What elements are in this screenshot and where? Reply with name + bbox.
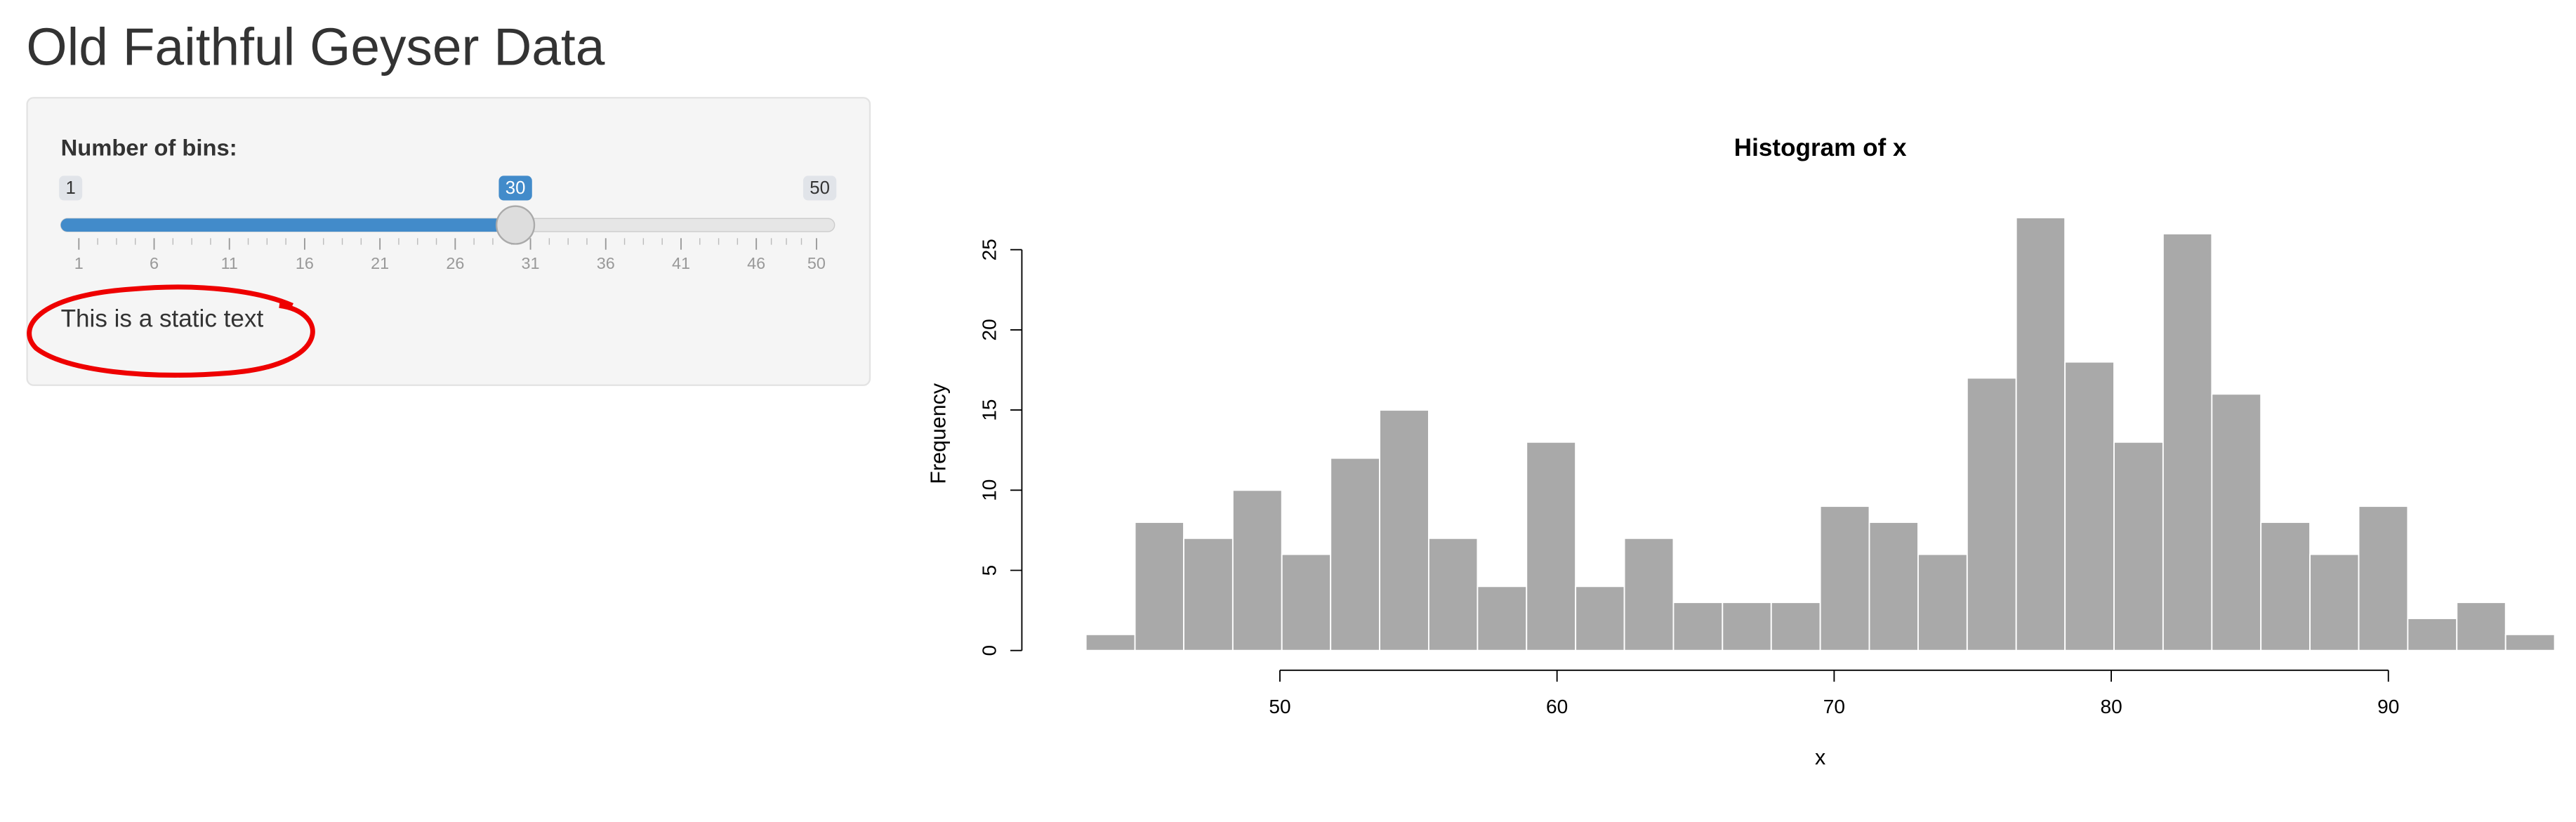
bar <box>1231 489 1283 651</box>
y-tick-label: 15 <box>978 399 1000 421</box>
slider-max-label-text: 50 <box>810 178 830 198</box>
page-title: Old Faithful Geyser Data <box>26 17 605 76</box>
annotation-circle <box>27 284 315 378</box>
slider-tick-label: 11 <box>221 254 238 272</box>
bar <box>1085 633 1136 651</box>
slider-min-label-text: 1 <box>65 178 75 198</box>
bar <box>1526 441 1577 651</box>
x-tick-label: 50 <box>1269 696 1290 717</box>
slider-tick-label: 31 <box>522 254 540 272</box>
bar <box>1477 585 1528 651</box>
slider-tick-label: 41 <box>672 254 690 272</box>
bar <box>1917 553 1968 651</box>
slider-tick-label: 26 <box>446 254 464 272</box>
bar <box>1722 602 1772 651</box>
slider-value-label-text: 30 <box>506 178 526 198</box>
bar <box>1770 602 1821 651</box>
bar <box>2211 393 2262 651</box>
x-tick-label: 80 <box>2100 696 2122 717</box>
bar <box>1379 409 1429 651</box>
slider-min-label: 1 <box>59 175 83 201</box>
bar <box>1134 522 1184 651</box>
y-axis-label: Frequency <box>926 383 950 484</box>
bar <box>2162 232 2213 651</box>
slider-tick-label: 1 <box>74 254 84 272</box>
slider-tick-label: 36 <box>597 254 615 272</box>
slider-bar <box>60 218 516 232</box>
slider-value-label-box <box>498 175 532 201</box>
y-tick-label: 25 <box>978 239 1000 260</box>
bar <box>1672 602 1724 651</box>
sidebar-panel <box>26 97 871 386</box>
bar <box>1427 537 1479 651</box>
x-tick-label: 60 <box>1546 696 1568 717</box>
slider-max-label-box <box>802 175 837 201</box>
x-tick-label: 70 <box>1823 696 1845 717</box>
y-tick-label: 20 <box>978 319 1000 340</box>
bar <box>2309 553 2360 651</box>
bar <box>2456 602 2506 651</box>
histogram-chart: Histogram of x x Frequency 0 5 10 15 20 25 50 60 70… <box>926 134 2556 769</box>
bar <box>1281 553 1332 651</box>
bar <box>2113 441 2164 651</box>
bar <box>1575 585 1625 651</box>
slider-tick-label: 46 <box>747 254 765 272</box>
slider-tick-label: 6 <box>150 254 159 272</box>
slider-value-label: 30 <box>498 175 532 201</box>
y-tick-label: 0 <box>978 645 1000 656</box>
bar <box>1966 377 2017 651</box>
slider-handle[interactable] <box>496 205 536 245</box>
x-tick-label: 90 <box>2377 696 2399 717</box>
bar <box>2407 618 2458 651</box>
slider-min-label-box <box>59 175 83 201</box>
bar <box>1183 537 1234 651</box>
slider-tick-label: 50 <box>807 254 826 272</box>
slider-tick-label: 16 <box>296 254 314 272</box>
bar <box>2064 361 2115 651</box>
bar <box>2015 217 2066 651</box>
chart-title: Histogram of x <box>1734 134 1907 161</box>
bar <box>2358 505 2409 651</box>
bar <box>1330 457 1381 651</box>
y-tick-label: 10 <box>978 479 1000 501</box>
bar <box>1868 522 1919 651</box>
x-axis-label: x <box>1815 745 1825 769</box>
static-text: This is a static text <box>61 305 264 333</box>
slider-tick-label: 21 <box>371 254 389 272</box>
y-tick-label: 5 <box>978 565 1000 576</box>
bar <box>2260 522 2311 651</box>
slider-max-label: 50 <box>802 175 837 201</box>
bar <box>1819 505 1870 651</box>
slider-label: Number of bins: <box>61 135 237 161</box>
bar <box>2504 633 2556 651</box>
bar <box>1623 537 1675 651</box>
